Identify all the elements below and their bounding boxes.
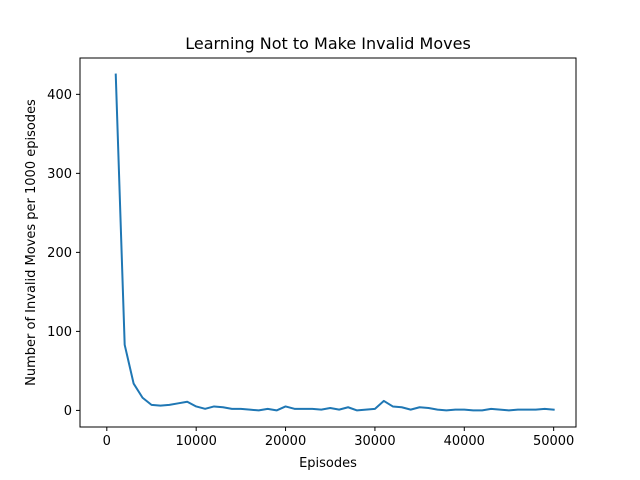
series-line bbox=[114, 73, 555, 412]
axes-frame bbox=[79, 57, 577, 428]
y-tick-label: 400 bbox=[47, 88, 72, 103]
y-tick-label: 100 bbox=[47, 325, 72, 340]
chart-title: Learning Not to Make Invalid Moves bbox=[185, 34, 471, 53]
x-tick-label: 10000 bbox=[176, 434, 217, 449]
y-axis: 0 100 200 300 400 bbox=[47, 88, 80, 419]
x-tick-label: 50000 bbox=[533, 434, 574, 449]
x-tick-label: 40000 bbox=[444, 434, 485, 449]
y-tick-label: 0 bbox=[64, 404, 72, 419]
x-axis-label: Episodes bbox=[299, 456, 357, 471]
y-tick-label: 300 bbox=[47, 167, 72, 182]
x-tick-label: 30000 bbox=[354, 434, 395, 449]
y-tick-label: 200 bbox=[47, 246, 72, 261]
y-axis-label: Number of Invalid Moves per 1000 episode… bbox=[24, 99, 39, 386]
x-tick-label: 20000 bbox=[265, 434, 306, 449]
x-tick-label: 0 bbox=[103, 434, 111, 449]
plot-area bbox=[114, 73, 555, 412]
x-axis: 0 10000 20000 30000 40000 50000 bbox=[103, 427, 574, 449]
